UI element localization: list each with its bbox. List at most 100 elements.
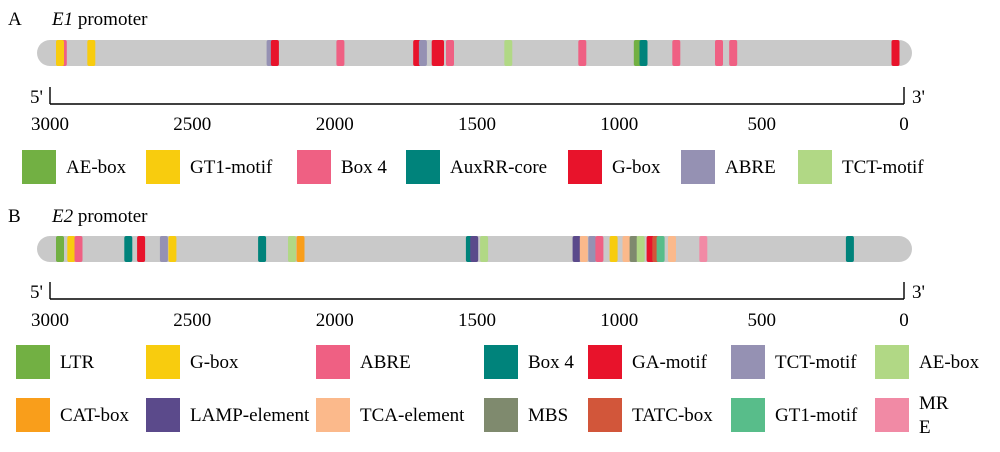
legend-label: ABRE <box>725 157 776 178</box>
panel-a-promoter-bar <box>37 40 912 66</box>
legend-label: MR E <box>919 393 949 438</box>
legend-swatch <box>568 150 602 184</box>
legend-label: Box 4 <box>341 157 387 178</box>
panel-b-letter: B <box>8 206 21 227</box>
tick-label: 500 <box>747 310 776 331</box>
legend-swatch <box>16 345 50 379</box>
legend-swatch <box>22 150 56 184</box>
element-mark-g-box <box>67 236 76 262</box>
tick-label: 3000 <box>31 310 69 331</box>
legend-swatch <box>297 150 331 184</box>
panel-a-tick-labels: 3000 2500 2000 1500 1000 500 0 <box>31 114 909 135</box>
legend-swatch <box>16 398 50 432</box>
element-mark-box-4 <box>446 40 454 66</box>
panel-b-legend: LTR G-box ABRE Box 4 GA-motif TCT-motif AE-box… <box>16 345 980 438</box>
panel-a-legend: AE-box GT1-motif Box 4 AuxRR-core G-box ABRE T… <box>22 150 924 184</box>
panel-b-title: E2 promoter <box>51 206 148 227</box>
tick-label: 0 <box>899 114 909 135</box>
legend-swatch <box>798 150 832 184</box>
element-mark-box-4 <box>124 236 133 262</box>
element-mark-gt1-motif <box>56 40 64 66</box>
element-mark-tca-element <box>622 236 631 262</box>
tick-label: 500 <box>747 114 776 135</box>
legend-label: AuxRR-core <box>450 157 547 178</box>
legend-swatch <box>146 345 180 379</box>
panel-b: B E2 promoter 5' 3' 3000 2500 2000 1500 1000… <box>8 206 980 438</box>
element-mark-ga-motif <box>137 236 146 262</box>
element-mark-box-4 <box>578 40 587 66</box>
panel-a: A E1 promoter 5' 3' 3000 2500 2000 1500 1000… <box>8 9 925 184</box>
legend-swatch <box>875 345 909 379</box>
legend-swatch <box>484 345 518 379</box>
tick-label: 1500 <box>458 310 496 331</box>
tick-label: 2000 <box>316 114 354 135</box>
element-mark-box-4 <box>715 40 723 66</box>
element-mark-box-4 <box>845 236 854 262</box>
legend-label: LTR <box>60 352 94 373</box>
legend-label: AE-box <box>919 352 980 373</box>
legend-label: Box 4 <box>528 352 574 373</box>
panel-a-elements <box>56 40 900 66</box>
panel-b-title-suffix: promoter <box>73 206 148 227</box>
legend-label: MBS <box>528 405 568 426</box>
element-mark-ae-box <box>480 236 489 262</box>
element-mark-ae-box <box>288 236 296 262</box>
legend-swatch <box>681 150 715 184</box>
legend-swatch <box>588 398 622 432</box>
legend-swatch <box>316 345 350 379</box>
legend-swatch <box>588 345 622 379</box>
legend-label: TCA-element <box>360 405 465 426</box>
element-mark-abre <box>595 236 604 262</box>
tick-label: 2500 <box>173 310 211 331</box>
panel-b-5prime: 5' <box>30 282 43 303</box>
element-mark-abre <box>418 40 427 66</box>
element-mark-abre <box>74 236 83 262</box>
tick-label: 2000 <box>316 310 354 331</box>
element-mark-box-4 <box>672 40 681 66</box>
legend-label: G-box <box>612 157 661 178</box>
element-mark-box-4 <box>729 40 738 66</box>
panel-b-3prime: 3' <box>912 282 925 303</box>
panel-a-title: E1 promoter <box>51 9 148 30</box>
legend-label: LAMP-element <box>190 405 310 426</box>
legend-swatch <box>875 398 909 432</box>
tick-label: 1500 <box>458 114 496 135</box>
panel-b-gene: E2 <box>51 206 74 227</box>
tick-label: 1000 <box>600 310 638 331</box>
element-mark-tct-motif <box>504 40 513 66</box>
legend-swatch <box>731 398 765 432</box>
legend-label: AE-box <box>66 157 127 178</box>
legend-swatch <box>731 345 765 379</box>
element-mark-g-box <box>436 40 444 66</box>
legend-swatch <box>484 398 518 432</box>
legend-label: TCT-motif <box>775 352 857 373</box>
tick-label: 0 <box>899 310 909 331</box>
legend-label: ABRE <box>360 352 411 373</box>
element-mark-g-box <box>609 236 618 262</box>
panel-a-5prime: 5' <box>30 87 43 108</box>
element-mark-mbs <box>629 236 638 262</box>
legend-label: GT1-motif <box>190 157 273 178</box>
element-mark-ae-box <box>636 236 645 262</box>
legend-label: GT1-motif <box>775 405 858 426</box>
element-mark-g-box <box>270 40 279 66</box>
legend-swatch <box>146 398 180 432</box>
panel-a-title-suffix: promoter <box>73 9 148 30</box>
legend-swatch <box>316 398 350 432</box>
panel-a-gene: E1 <box>51 9 73 30</box>
legend-swatch <box>406 150 440 184</box>
tick-label: 1000 <box>600 114 638 135</box>
element-mark-tca-element <box>668 236 676 262</box>
legend-label: TCT-motif <box>842 157 924 178</box>
legend-label: G-box <box>190 352 239 373</box>
legend-label: TATC-box <box>632 405 713 426</box>
element-mark-gt1-motif <box>656 236 665 262</box>
panel-b-tick-labels: 3000 2500 2000 1500 1000 500 0 <box>31 310 909 331</box>
element-mark-tct-motif <box>588 236 597 262</box>
element-mark-g-box <box>168 236 177 262</box>
legend-label: CAT-box <box>60 405 129 426</box>
element-mark-auxrr-core <box>639 40 648 66</box>
element-mark-gt1-motif <box>87 40 96 66</box>
element-mark-box-4 <box>336 40 345 66</box>
